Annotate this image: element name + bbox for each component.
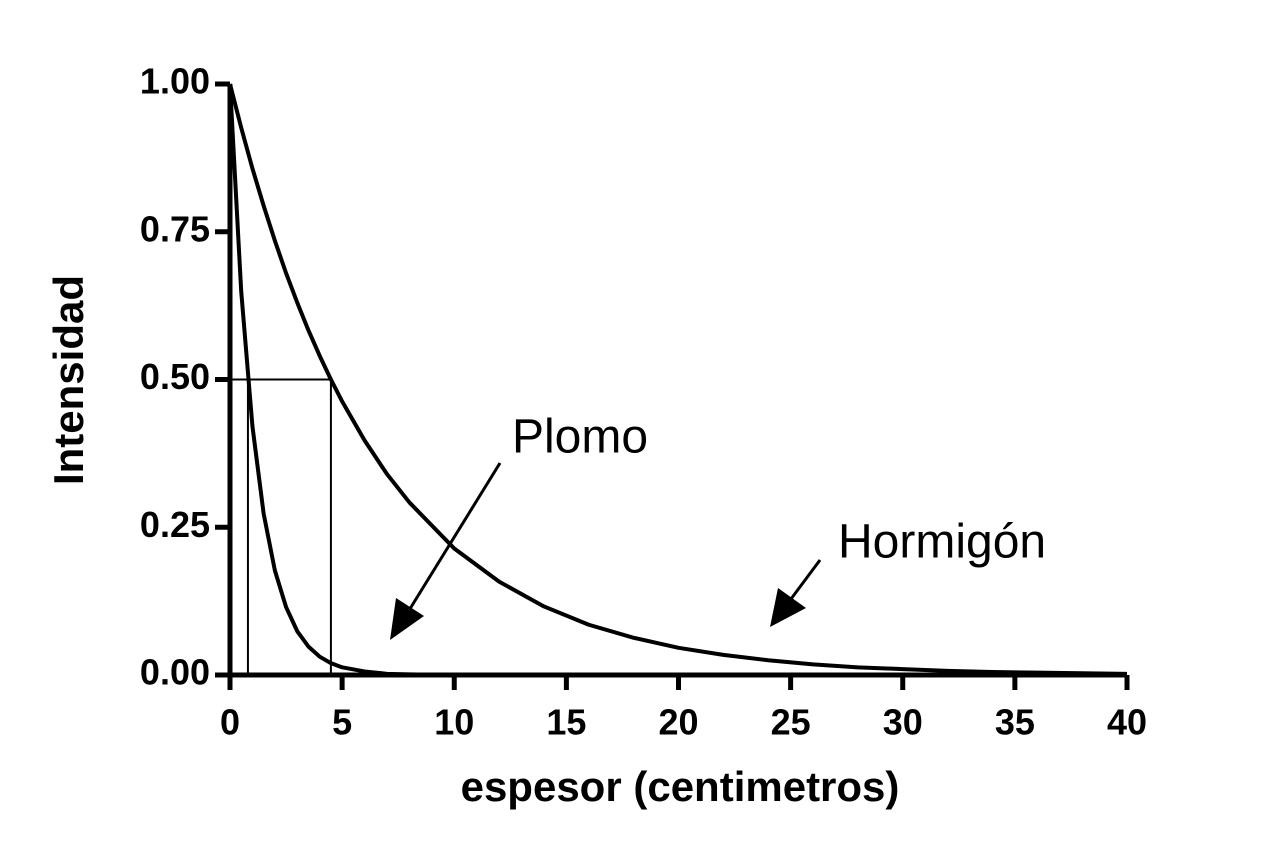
y-axis-title: Intensidad — [45, 275, 92, 485]
x-tick-label: 10 — [434, 702, 474, 743]
y-tick-label: 1.00 — [140, 61, 210, 102]
x-tick-label: 15 — [546, 702, 586, 743]
series-label: Plomo — [512, 411, 648, 464]
x-tick-label: 0 — [220, 702, 240, 743]
arrow-shaft — [786, 559, 822, 604]
y-tick-label: 0.75 — [140, 208, 210, 249]
series-line — [228, 83, 1128, 676]
x-tick-label: 35 — [995, 702, 1035, 743]
series-line — [228, 83, 1127, 677]
x-tick-label: 20 — [658, 702, 698, 743]
arrow-head — [390, 598, 424, 640]
x-tick-label: 25 — [771, 702, 811, 743]
y-tick-label: 0.50 — [140, 356, 210, 397]
x-tick-label: 30 — [883, 702, 923, 743]
arrow-shaft — [406, 462, 502, 613]
series-label: Hormigón — [838, 516, 1046, 569]
y-tick-label: 0.25 — [140, 504, 210, 545]
x-tick-label: 40 — [1107, 702, 1147, 743]
y-tick-label: 0.00 — [140, 652, 210, 693]
arrow-head — [770, 588, 806, 627]
x-tick-label: 5 — [332, 702, 352, 743]
x-axis-title: espesor (centimetros) — [461, 763, 900, 810]
